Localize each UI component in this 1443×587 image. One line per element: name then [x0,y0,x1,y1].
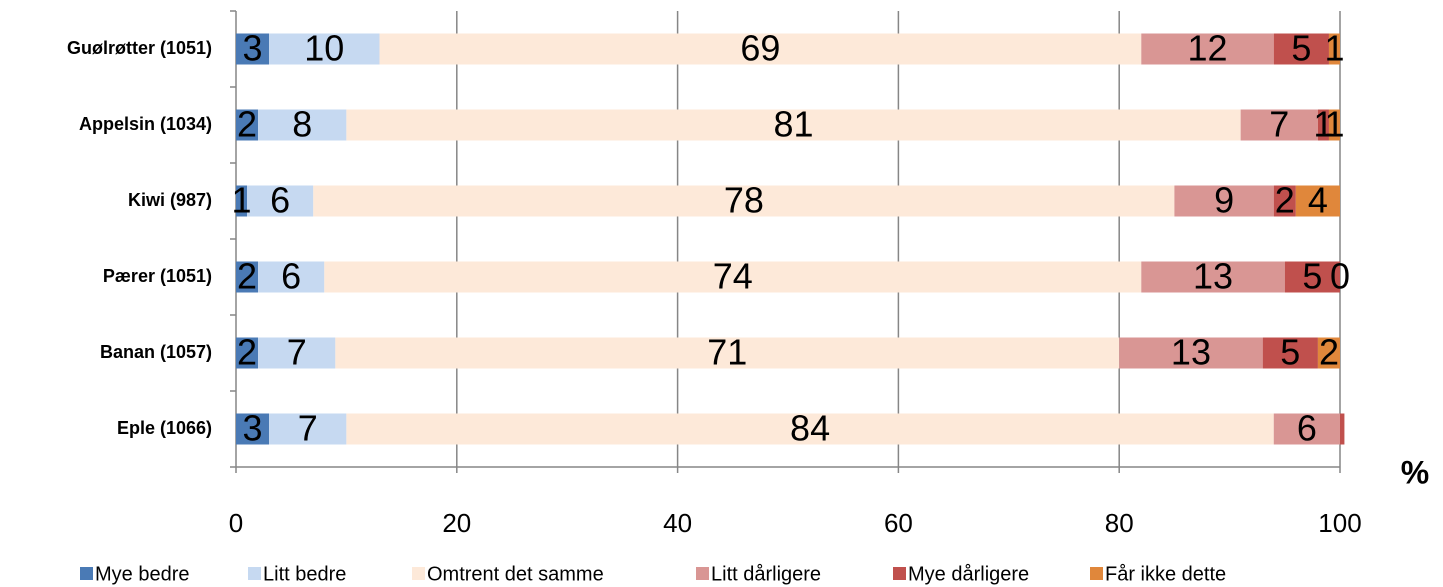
value-label: 7 [287,332,307,373]
value-label: 2 [237,104,257,145]
bar-segment [236,413,270,445]
legend-swatch [696,567,709,580]
value-label: 9 [1214,180,1234,221]
value-label: 5 [1280,332,1300,373]
bar-segment [236,261,259,293]
value-label: 7 [298,408,318,449]
value-label: 6 [1297,408,1317,449]
legend-label: Omtrent det samme [427,563,604,585]
bar-segment [258,337,336,369]
legend-label: Litt bedre [263,563,346,585]
value-label: 2 [1275,180,1295,221]
value-label: 12 [1187,28,1227,69]
legend-swatch [1090,567,1103,580]
category-label: Pærer (1051) [103,266,212,286]
value-label: 74 [713,256,753,297]
legend-swatch [80,567,93,580]
value-label: 71 [707,332,747,373]
value-label: 6 [281,256,301,297]
value-label: 2 [1319,332,1339,373]
value-label: 1 [1313,104,1333,145]
bar-segment [236,109,259,141]
legend-swatch [248,567,261,580]
bar-segment [236,337,259,369]
x-tick-label: 100 [1318,508,1361,538]
bar-segment [1273,33,1329,65]
bar-segment [1141,33,1274,65]
category-label: Kiwi (987) [128,190,212,210]
value-label: 84 [790,408,830,449]
bar-segment [247,185,314,217]
value-label: 4 [1308,180,1328,221]
category-label: Eple (1066) [117,418,212,438]
value-label: 5 [1302,256,1322,297]
value-label: 78 [724,180,764,221]
x-tick-label: 0 [229,508,243,538]
bar-segment [379,33,1142,65]
value-label: 2 [237,256,257,297]
bar-segment [335,337,1120,369]
category-label: Banan (1057) [100,342,212,362]
legend-label: Får ikke dette [1105,563,1226,585]
legend-swatch [893,567,906,580]
category-label: Appelsin (1034) [79,114,212,134]
x-tick-label: 20 [442,508,471,538]
bar-segment [236,33,270,65]
value-label: 1 [1324,104,1344,145]
legend-label: Mye dårligere [908,563,1029,585]
legend-swatch [412,567,425,580]
bar-segment [1317,337,1340,369]
value-label: 5 [1291,28,1311,69]
bar-segment [258,261,325,293]
bar-segment [1317,109,1329,141]
x-tick-label: 40 [663,508,692,538]
bar-segment [236,185,248,217]
value-label: 69 [740,28,780,69]
bar-segment [324,261,1142,293]
bar-segment [1295,185,1340,217]
bar-segment [1141,261,1285,293]
value-label: 81 [773,104,813,145]
bar-segment [1273,413,1340,445]
bar-segment [269,33,380,65]
x-tick-label: 60 [884,508,913,538]
bar-segment [269,413,347,445]
bar-segment [1174,185,1274,217]
bar-segment [313,185,1175,217]
x-axis-label: % [1401,454,1429,490]
value-label: 10 [304,28,344,69]
bar-segment [1273,185,1296,217]
value-label: 13 [1193,256,1233,297]
value-label: 1 [1324,28,1344,69]
bar-segment [1328,109,1340,141]
legend-label: Mye bedre [95,563,190,585]
value-label: 3 [243,28,263,69]
bar-segment [1240,109,1318,141]
bar-segment [346,109,1241,141]
value-label: 13 [1171,332,1211,373]
bar-segment [1340,413,1345,445]
bar-segment [346,413,1274,445]
bar-segment [1284,261,1340,293]
value-label: 2 [237,332,257,373]
value-label: 3 [243,408,263,449]
value-label: 1 [232,180,252,221]
x-tick-label: 80 [1105,508,1134,538]
value-label: 8 [292,104,312,145]
legend-label: Litt dårligere [711,563,821,585]
category-label: Guølrøtter (1051) [67,38,212,58]
value-label: 6 [270,180,290,221]
bar-segment [1262,337,1318,369]
bar-segment [1119,337,1263,369]
bar-segment [258,109,347,141]
bar-segment [1328,33,1340,65]
value-label: 0 [1330,256,1350,297]
value-label: 7 [1269,104,1289,145]
